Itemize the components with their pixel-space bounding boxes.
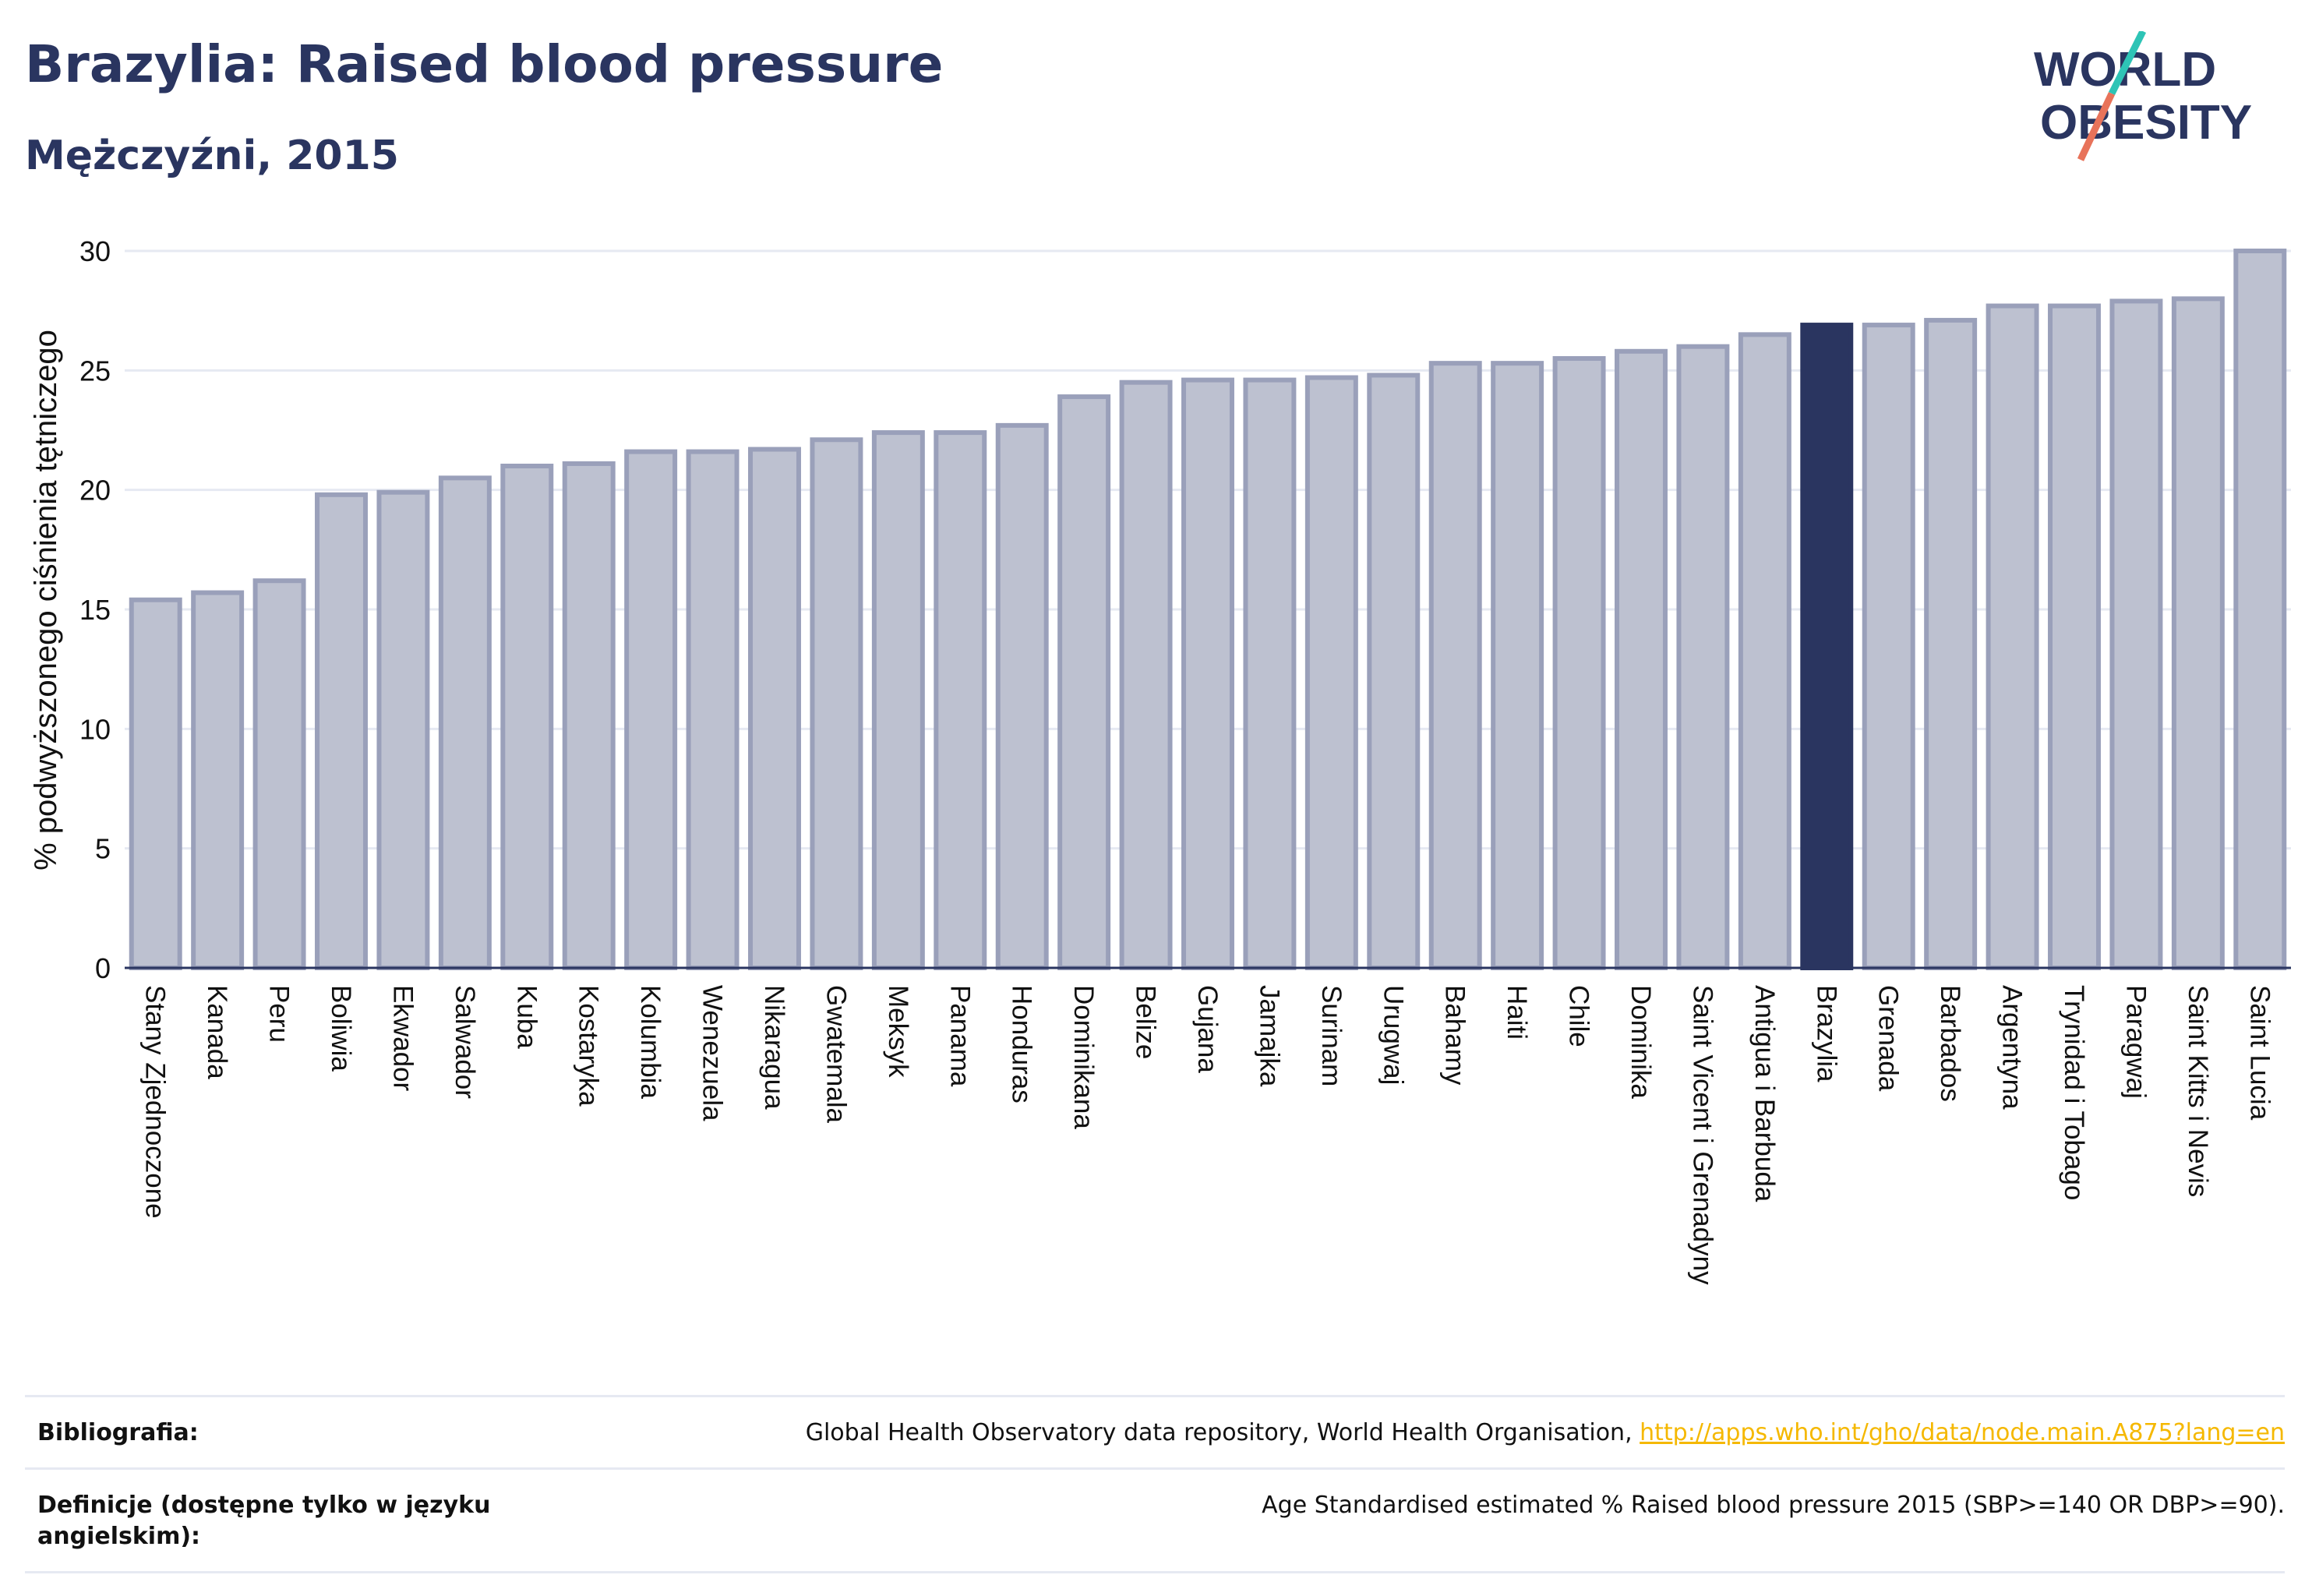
x-tick-label: Haiti xyxy=(1502,985,1532,1040)
logo-slash-bottom xyxy=(2077,92,2116,161)
bar-kuba xyxy=(500,464,554,970)
x-tick-label: Dominikana xyxy=(1068,985,1099,1129)
bar-bahamy xyxy=(1428,361,1482,970)
x-tick-label: Stany Zjednoczone xyxy=(140,985,171,1219)
chart-title: Brazylia: Raised blood pressure xyxy=(25,34,944,94)
x-tick-label: Kuba xyxy=(511,985,542,1049)
y-axis-ticks: 0 5 10 15 20 25 30 xyxy=(79,235,111,984)
x-tick-label: Wenezuela xyxy=(697,985,728,1121)
bar-meksyk xyxy=(871,430,925,970)
bar-kostaryka xyxy=(562,461,616,970)
y-tick-label: 25 xyxy=(79,355,111,387)
x-tick-label: Boliwia xyxy=(326,985,356,1072)
x-tick-label: Trynidad i Tobago xyxy=(2059,985,2089,1200)
bibliography-value: Global Health Observatory data repositor… xyxy=(806,1418,2285,1449)
bar-surinam xyxy=(1304,375,1358,970)
bar-saint-lucia xyxy=(2233,249,2287,970)
bibliography-row: Bibliografia: Global Health Observatory … xyxy=(25,1395,2285,1467)
x-tick-label: Salwador xyxy=(450,985,480,1099)
x-tick-label: Barbados xyxy=(1935,985,1965,1102)
x-tick-label: Antigua i Barbuda xyxy=(1749,985,1780,1202)
bars xyxy=(129,249,2287,971)
bar-barbados xyxy=(1924,317,1978,970)
x-tick-label: Grenada xyxy=(1873,985,1904,1092)
bar-grenada xyxy=(1862,323,1915,971)
x-tick-label: Panama xyxy=(944,985,975,1087)
definition-value: Age Standardised estimated % Raised bloo… xyxy=(1262,1492,2285,1519)
definition-label: Definicje (dostępne tylko w języku angie… xyxy=(37,1492,491,1550)
bar-brazylia xyxy=(1800,323,1854,971)
y-tick-label: 5 xyxy=(95,833,111,865)
bar-nikaragua xyxy=(748,447,801,970)
x-tick-label: Chile xyxy=(1564,985,1594,1047)
bar-saint-kitts-i-nevis xyxy=(2171,296,2225,971)
y-tick-label: 30 xyxy=(79,235,111,267)
bar-wenezuela xyxy=(686,449,740,970)
x-tick-label: Surinam xyxy=(1316,985,1347,1086)
x-tick-label: Saint Kitts i Nevis xyxy=(2183,985,2213,1197)
bar-chile xyxy=(1552,356,1606,970)
y-tick-label: 10 xyxy=(79,713,111,745)
x-tick-label: Honduras xyxy=(1007,985,1037,1103)
bar-panama xyxy=(934,430,987,970)
x-tick-label: Jamajka xyxy=(1254,985,1284,1087)
bar-dominika xyxy=(1615,348,1668,970)
x-tick-label: Kanada xyxy=(202,985,232,1079)
x-tick-label: Nikaragua xyxy=(759,985,789,1110)
x-tick-label: Bahamy xyxy=(1440,985,1470,1086)
chart-subtitle: Mężczyźni, 2015 xyxy=(25,132,399,179)
x-tick-label: Meksyk xyxy=(883,985,913,1078)
x-tick-label: Saint Vicent i Grenadyny xyxy=(1687,985,1717,1285)
bar-urugwaj xyxy=(1367,373,1421,970)
bar-peru xyxy=(252,578,306,970)
bar-salwador xyxy=(438,475,492,970)
x-tick-label: Dominika xyxy=(1626,985,1656,1099)
bibliography-text: Global Health Observatory data repositor… xyxy=(805,1419,1640,1446)
x-tick-label: Kolumbia xyxy=(635,985,665,1099)
bar-antigua-i-barbuda xyxy=(1738,332,1791,971)
x-tick-label: Argentyna xyxy=(1997,985,2028,1110)
y-tick-label: 15 xyxy=(79,594,111,626)
bar-stany-zjednoczone xyxy=(129,597,182,970)
x-tick-label: Gujana xyxy=(1192,985,1223,1073)
bar-haiti xyxy=(1491,361,1544,970)
x-tick-label: Gwatemala xyxy=(821,985,851,1124)
bar-dominikana xyxy=(1057,394,1111,971)
bar-kanada xyxy=(191,590,245,970)
x-tick-label: Ekwador xyxy=(387,985,418,1092)
bar-kolumbia xyxy=(624,449,678,970)
bar-argentyna xyxy=(1986,303,2039,970)
world-obesity-logo: WORLD OBESITY xyxy=(2034,31,2252,161)
bar-trynidad-i-tobago xyxy=(2048,303,2101,970)
y-tick-label: 20 xyxy=(79,475,111,507)
bar-honduras xyxy=(995,422,1049,970)
y-axis-label: % podwyższonego ciśnienia tętniczego xyxy=(29,330,63,870)
logo-line-2: OBESITY xyxy=(2040,96,2252,150)
bibliography-label: Bibliografia: xyxy=(37,1419,199,1446)
bar-boliwia xyxy=(315,492,368,970)
logo-slash-top xyxy=(2108,31,2147,96)
bar-paragwaj xyxy=(2109,298,2163,970)
bar-gujana xyxy=(1181,377,1234,971)
bar-gwatemala xyxy=(810,437,863,970)
bar-belize xyxy=(1119,380,1173,970)
bar-jamajka xyxy=(1243,377,1297,971)
footer: Bibliografia: Global Health Observatory … xyxy=(25,1395,2285,1573)
x-tick-label: Urugwaj xyxy=(1378,985,1408,1085)
bar-chart: 0 5 10 15 20 25 30 Stany Zjednoczone Kanada Peru… xyxy=(29,235,2291,1285)
x-tick-label: Belize xyxy=(1131,985,1161,1059)
x-axis-ticks: Stany Zjednoczone Kanada Peru Boliwia Ekwado… xyxy=(140,985,2275,1285)
bar-saint-vicent-i-grenadyny xyxy=(1676,344,1730,970)
bar-ekwador xyxy=(376,489,430,970)
x-tick-label: Saint Lucia xyxy=(2244,985,2275,1121)
x-tick-label: Kostaryka xyxy=(574,985,604,1107)
bibliography-link[interactable]: http://apps.who.int/gho/data/node.main.A… xyxy=(1640,1419,2285,1446)
x-tick-label: Peru xyxy=(264,985,295,1043)
x-tick-label: Brazylia xyxy=(1811,985,1841,1082)
definition-row: Definicje (dostępne tylko w języku angie… xyxy=(25,1467,2285,1573)
x-tick-label: Paragwaj xyxy=(2120,985,2151,1099)
y-tick-label: 0 xyxy=(95,952,111,984)
